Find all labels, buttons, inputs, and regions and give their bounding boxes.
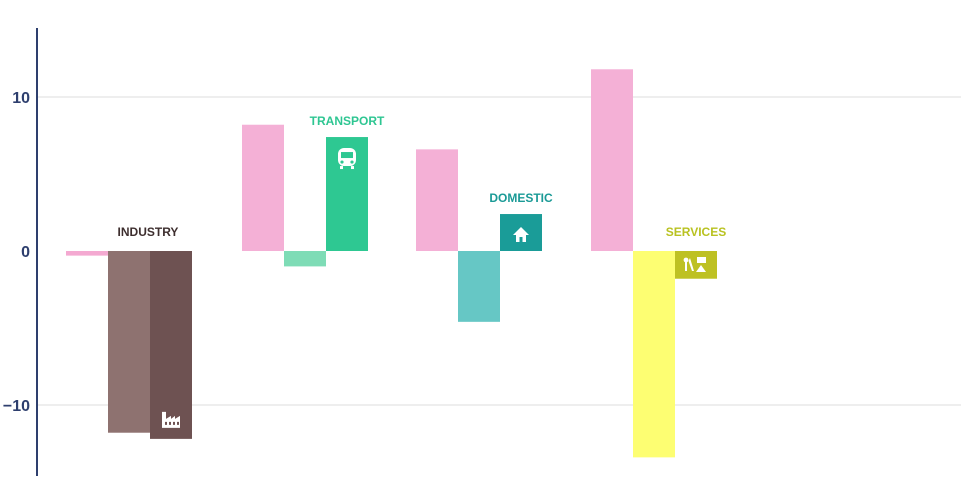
category-label-domestic: DOMESTIC [489,191,553,205]
y-tick-label: 10 [12,90,30,107]
y-ticks: 10 0 −10 [3,90,30,415]
category-label-industry: INDUSTRY [118,225,179,239]
bar-services-2 [633,251,675,458]
bar-domestic-2 [458,251,500,322]
icons [162,148,706,428]
bar-domestic-1 [416,149,458,251]
y-tick-label: −10 [3,398,30,415]
y-tick-label: 0 [21,244,30,261]
house-icon [513,227,529,243]
bar-services-1 [591,69,633,251]
bar-services-3 [675,251,717,279]
bar-industry-2 [108,251,150,433]
bar-transport-2 [284,251,326,267]
bars [66,69,717,458]
category-label-services: SERVICES [666,225,726,239]
category-label-transport: TRANSPORT [310,114,385,128]
tools-icon [683,257,706,272]
bar-industry-3 [150,251,192,439]
labels: INDUSTRY TRANSPORT DOMESTIC SERVICES [118,114,727,239]
bar-transport-1 [242,124,284,251]
bus-icon [338,148,356,170]
factory-icon [162,411,180,428]
bar-industry-1 [66,251,108,256]
